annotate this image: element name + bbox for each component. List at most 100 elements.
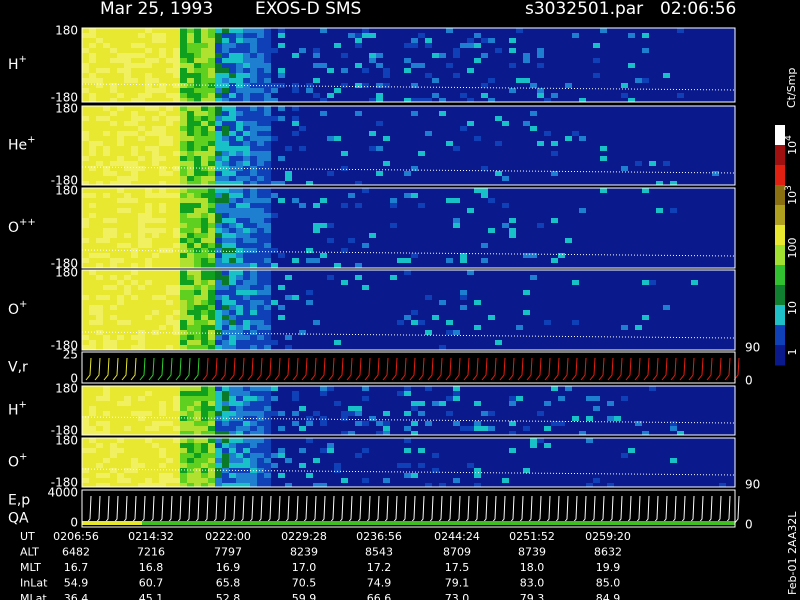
spectrogram-cell bbox=[257, 243, 264, 248]
spectrogram-cell bbox=[628, 98, 635, 102]
spectrogram-cell bbox=[159, 83, 166, 88]
spectrogram-cell bbox=[236, 146, 243, 151]
tick-trace bbox=[112, 357, 119, 381]
spectrogram-cell bbox=[243, 238, 250, 243]
spectrogram-cell bbox=[229, 483, 236, 487]
spectrogram-cell bbox=[306, 290, 313, 295]
spectrogram-cell bbox=[236, 275, 243, 280]
spectrogram-cell bbox=[117, 426, 124, 431]
spectrogram-cell bbox=[236, 448, 243, 453]
spectrogram-cell bbox=[124, 426, 131, 431]
spectrogram-cell bbox=[89, 43, 96, 48]
spectrogram-cell bbox=[117, 406, 124, 411]
spectrogram-cell bbox=[166, 401, 173, 406]
spectrogram-cell bbox=[208, 78, 215, 83]
spectrogram-cell bbox=[250, 320, 257, 325]
spectrogram-cell bbox=[250, 325, 257, 330]
spectrogram-cell bbox=[229, 28, 236, 33]
spectrogram-cell bbox=[271, 181, 278, 185]
spectrogram-cell bbox=[166, 63, 173, 68]
spectrogram-cell bbox=[215, 401, 222, 406]
spectrogram-cell bbox=[152, 171, 159, 176]
spectrogram-cell bbox=[222, 38, 229, 43]
spectrogram-cell bbox=[194, 421, 201, 426]
spectrogram-cell bbox=[208, 93, 215, 98]
spectrogram-cell bbox=[453, 396, 460, 401]
spectrogram-cell bbox=[145, 431, 152, 435]
spectrogram-cell bbox=[530, 83, 537, 88]
spectrogram-cell bbox=[250, 263, 257, 268]
tick-trace bbox=[139, 357, 146, 381]
spectrogram-cell bbox=[250, 121, 257, 126]
spectrogram-cell bbox=[201, 431, 208, 435]
spectrogram-cell bbox=[264, 238, 271, 243]
spectrogram-cell bbox=[516, 325, 523, 330]
spectrogram-cell bbox=[453, 330, 460, 335]
spectrogram-cell bbox=[89, 166, 96, 171]
spectrogram-cell bbox=[180, 208, 187, 213]
spectrogram-cell bbox=[313, 223, 320, 228]
spectrogram-cell bbox=[285, 171, 292, 176]
spectrogram-cell bbox=[89, 285, 96, 290]
spectrogram-cell bbox=[236, 63, 243, 68]
spectrogram-cell bbox=[89, 111, 96, 116]
spectrogram-cell bbox=[117, 270, 124, 275]
panel-label: H+ bbox=[8, 400, 27, 419]
spectrogram-cell bbox=[257, 193, 264, 198]
spectrogram-cell bbox=[131, 300, 138, 305]
spectrogram-cell bbox=[201, 258, 208, 263]
spectrogram-cell bbox=[320, 421, 327, 426]
spectrogram-cell bbox=[250, 453, 257, 458]
spectrogram-cell bbox=[187, 198, 194, 203]
spectrogram-cell bbox=[180, 305, 187, 310]
spectrogram-cell bbox=[383, 411, 390, 416]
spectrogram-cell bbox=[257, 248, 264, 253]
spectrogram-cell bbox=[201, 106, 208, 111]
spectrogram-cell bbox=[180, 88, 187, 93]
spectrogram-cell bbox=[124, 345, 131, 350]
spectrogram-cell bbox=[362, 188, 369, 193]
spectrogram-cell bbox=[243, 406, 250, 411]
spectrogram-cell bbox=[124, 416, 131, 421]
spectrogram-cell bbox=[103, 193, 110, 198]
spectrogram-cell bbox=[236, 193, 243, 198]
spectrogram-cell bbox=[124, 193, 131, 198]
spectrogram-cell bbox=[159, 325, 166, 330]
spectrogram-cell bbox=[166, 223, 173, 228]
spectrogram-cell bbox=[362, 243, 369, 248]
spectrogram-cell bbox=[96, 325, 103, 330]
spectrogram-cell bbox=[138, 275, 145, 280]
spectrogram-cell bbox=[222, 188, 229, 193]
spectrogram-cell bbox=[439, 111, 446, 116]
spectrogram-cell bbox=[306, 88, 313, 93]
spectrogram-cell bbox=[243, 478, 250, 483]
spectrogram-cell bbox=[194, 238, 201, 243]
spectrogram-cell bbox=[229, 176, 236, 181]
spectrogram-cell bbox=[89, 131, 96, 136]
spectrogram-cell bbox=[222, 340, 229, 345]
spectrogram-cell bbox=[236, 258, 243, 263]
spectrogram-cell bbox=[201, 263, 208, 268]
spectrogram-cell bbox=[180, 263, 187, 268]
spectrogram-cell bbox=[124, 438, 131, 443]
spectrogram-cell bbox=[229, 290, 236, 295]
spectrogram-cell bbox=[243, 463, 250, 468]
spectrogram-cell bbox=[229, 453, 236, 458]
spectrogram-cell bbox=[82, 438, 89, 443]
spectrogram-cell bbox=[565, 386, 572, 391]
spectrogram-cell bbox=[194, 295, 201, 300]
spectrogram-cell bbox=[208, 238, 215, 243]
spectrogram-cell bbox=[390, 223, 397, 228]
spectrogram-cell bbox=[194, 68, 201, 73]
spectrogram-cell bbox=[201, 275, 208, 280]
spectrogram-cell bbox=[411, 320, 418, 325]
spectrogram-cell bbox=[194, 38, 201, 43]
spectrogram-cell bbox=[257, 68, 264, 73]
spectrogram-cell bbox=[579, 98, 586, 102]
spectrogram-cell bbox=[173, 176, 180, 181]
tick-trace bbox=[319, 357, 326, 381]
spectrogram-cell bbox=[236, 401, 243, 406]
spectrogram-cell bbox=[131, 325, 138, 330]
spectrogram-cell bbox=[250, 280, 257, 285]
spectrogram-cell bbox=[215, 176, 222, 181]
